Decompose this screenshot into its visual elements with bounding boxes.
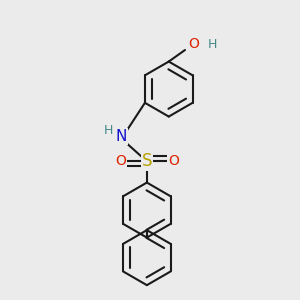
Text: O: O [168,154,179,168]
Text: H: H [208,38,217,51]
Text: N: N [116,129,127,144]
Text: S: S [142,152,152,170]
Text: O: O [115,154,126,168]
Text: H: H [104,124,113,137]
Text: O: O [188,38,199,51]
